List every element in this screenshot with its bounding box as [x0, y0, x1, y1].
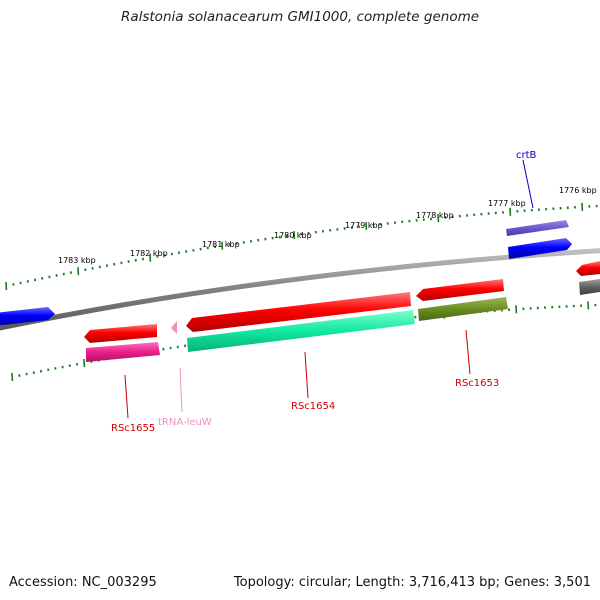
gene-arrow-forward-red-right[interactable]	[576, 261, 600, 276]
gene-arrow-RSc1654[interactable]	[186, 292, 411, 332]
leader-RSc1655	[124, 374, 129, 419]
ruler-label-1778: 1778 kbp	[416, 211, 454, 220]
genome-summary-text: Topology: circular; Length: 3,716,413 bp…	[233, 575, 591, 590]
gene-arrow-tRNA-leuW[interactable]	[171, 321, 177, 334]
label-RSc1655[interactable]: RSc1655	[111, 423, 155, 434]
cog-bar-RSc1653[interactable]	[418, 297, 508, 321]
label-RSc1653[interactable]: RSc1653	[455, 378, 499, 389]
gene-arrow-crtB[interactable]	[506, 220, 569, 236]
gene-arrow-forward-blue-left[interactable]	[0, 307, 55, 326]
ruler-label-1781: 1781 kbp	[202, 240, 240, 249]
gene-arrow-RSc1653[interactable]	[416, 279, 504, 301]
ruler-label-1777: 1777 kbp	[488, 199, 526, 208]
label-crtB[interactable]: crtB	[516, 150, 537, 161]
ruler-label-1783: 1783 kbp	[58, 256, 96, 265]
cog-bar-RSc1655[interactable]	[86, 342, 160, 362]
ruler-label-1782: 1782 kbp	[130, 249, 168, 258]
label-tRNA-leuW[interactable]: tRNA-leuW	[158, 417, 212, 428]
accession-text: Accession: NC_003295	[9, 575, 157, 590]
ruler-label-1779: 1779 kbp	[345, 221, 383, 230]
leader-RSc1654	[304, 351, 309, 399]
leader-tRNA-leuW	[179, 367, 183, 413]
leader-crtB	[522, 159, 534, 209]
leader-RSc1653	[465, 329, 471, 375]
gene-arrow-forward-blue[interactable]	[508, 238, 572, 259]
label-RSc1654[interactable]: RSc1654	[291, 401, 335, 412]
gene-arrow-RSc1655[interactable]	[84, 324, 157, 343]
ruler-label-1776: 1776 kbp	[559, 186, 597, 195]
ruler-top	[5, 202, 598, 291]
cog-bar-RSc1654[interactable]	[187, 310, 415, 352]
ruler-label-1780: 1780 kbp	[274, 231, 312, 240]
map-title: Ralstonia solanacearum GMI1000, complete…	[120, 9, 480, 25]
gene-arrow-forward-gray-right[interactable]	[579, 279, 600, 295]
